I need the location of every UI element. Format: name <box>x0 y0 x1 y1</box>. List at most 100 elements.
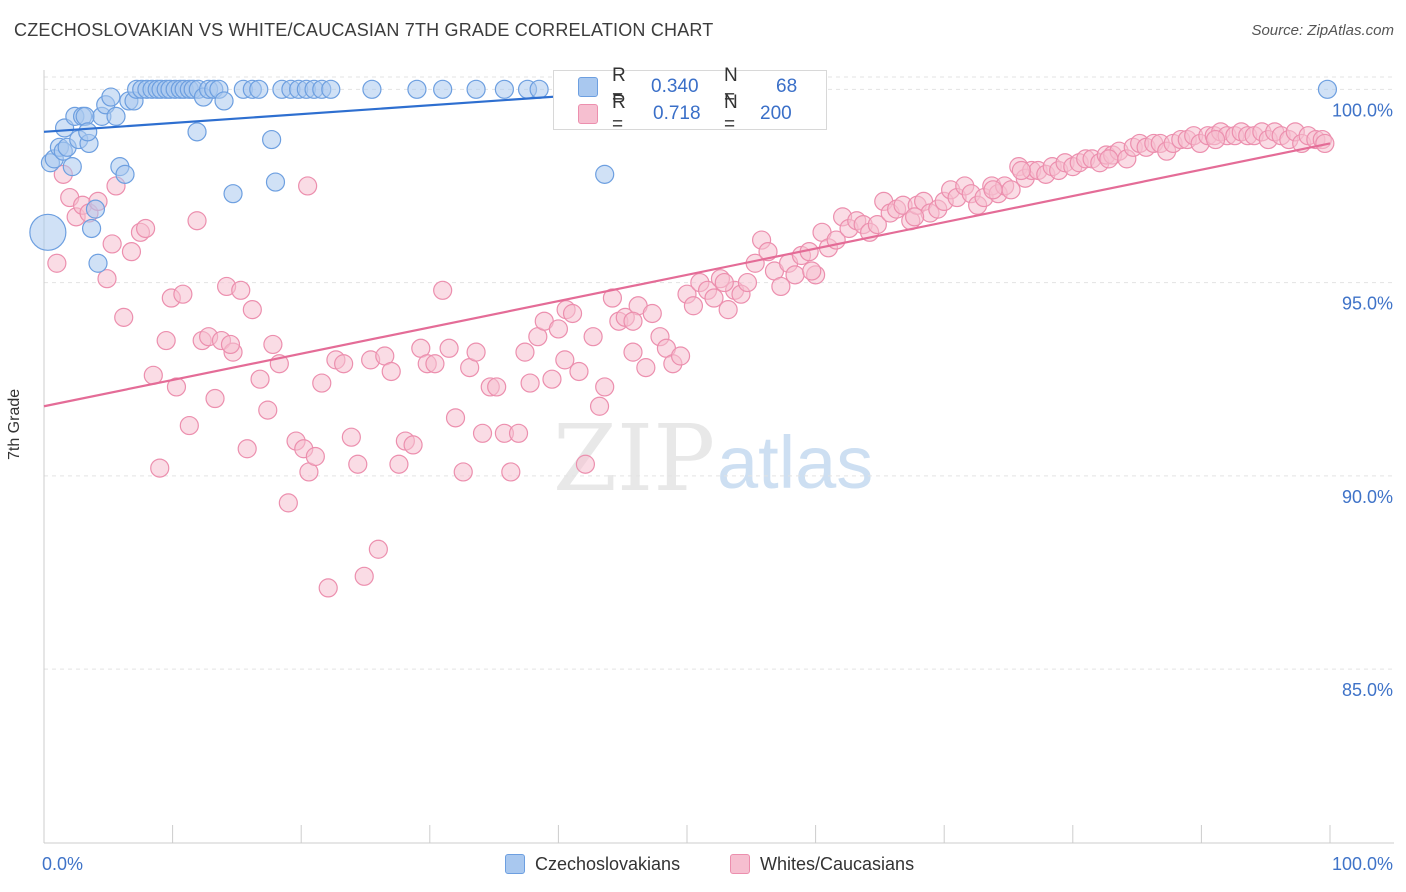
white-caucasian-point <box>501 462 521 482</box>
czechoslovakian-point <box>214 91 234 111</box>
white-caucasian-point <box>453 462 473 482</box>
white-caucasian-point <box>237 439 257 459</box>
white-caucasian-point <box>263 334 283 355</box>
white-caucasian-point <box>433 280 453 300</box>
white-caucasian-point <box>1011 160 1031 181</box>
white-caucasian-point <box>542 369 562 389</box>
white-caucasian-point <box>348 454 368 474</box>
white-caucasian-point <box>220 334 241 355</box>
n-value: 200 <box>760 103 792 124</box>
white-caucasian-point <box>334 354 354 374</box>
legend-swatch-whites <box>730 854 750 874</box>
czechoslovakian-point <box>81 218 102 239</box>
n-value: 68 <box>776 76 798 97</box>
source-note: Source: ZipAtlas.com <box>1251 22 1394 39</box>
white-caucasian-point <box>318 578 338 598</box>
white-caucasian-point <box>439 338 459 358</box>
white-caucasian-point <box>905 207 925 227</box>
white-caucasian-point <box>623 342 643 362</box>
czechoslovakian-point <box>29 213 67 251</box>
czechoslovakian-point <box>88 253 108 273</box>
white-caucasian-point <box>623 311 643 331</box>
czechoslovakian-point <box>433 79 453 99</box>
n-label: N = <box>724 65 738 108</box>
white-caucasian-point <box>312 373 332 393</box>
white-caucasian-point <box>166 377 187 397</box>
czechoslovakian-point <box>115 164 135 184</box>
white-caucasian-point <box>785 265 805 285</box>
white-caucasian-point <box>242 300 262 320</box>
white-caucasian-point <box>714 272 734 293</box>
legend-item-czechoslovakians: Czechoslovakians <box>505 852 680 876</box>
white-caucasian-trend-line <box>43 142 1331 408</box>
white-caucasian-point <box>389 454 409 474</box>
czechoslovakian-point <box>78 122 98 142</box>
white-caucasian-point <box>520 373 540 393</box>
legend-label-czechoslovakians: Czechoslovakians <box>535 853 681 874</box>
watermark-zip: ZIP <box>553 405 715 512</box>
legend-label-whites: Whites/Caucasians <box>760 853 915 874</box>
white-caucasian-point <box>135 218 156 239</box>
white-caucasian-point <box>466 342 486 362</box>
white-caucasian-point <box>562 303 583 324</box>
white-caucasian-point <box>179 415 199 436</box>
white-caucasian-point <box>173 284 193 304</box>
czechoslovakian-point <box>106 106 126 126</box>
white-caucasian-point <box>403 435 423 455</box>
white-caucasian-point <box>555 350 575 370</box>
white-caucasian-point <box>737 272 758 293</box>
white-caucasian-point <box>341 427 361 447</box>
white-caucasian-point <box>156 330 176 351</box>
white-caucasian-point <box>636 358 656 378</box>
white-caucasian-point <box>867 215 887 235</box>
czechoslovakian-point <box>62 157 82 177</box>
white-caucasian-point <box>583 327 603 347</box>
x-tick-label: 100.0% <box>1332 854 1393 874</box>
legend-swatch-czechoslovakians <box>505 854 525 874</box>
czechoslovakian-point <box>265 172 286 192</box>
czechoslovakians-swatch <box>578 77 598 97</box>
white-caucasian-point <box>983 180 1003 200</box>
white-caucasian-point <box>97 269 117 289</box>
white-caucasian-point <box>47 253 67 273</box>
white-caucasian-point <box>1099 149 1119 169</box>
czechoslovakian-point <box>494 79 514 99</box>
r-label: R = <box>612 92 626 135</box>
czechoslovakian-point <box>101 87 121 107</box>
white-caucasian-point <box>381 361 401 382</box>
n-label: N = <box>724 92 738 135</box>
white-caucasian-point <box>508 423 529 443</box>
white-caucasian-point <box>298 176 318 196</box>
czechoslovakian-point <box>223 184 243 204</box>
r-label: R = <box>612 65 626 108</box>
white-caucasian-point <box>305 446 325 467</box>
white-caucasian-point <box>548 319 569 339</box>
white-caucasian-point <box>205 388 225 409</box>
y-tick-label: 90.0% <box>1342 487 1393 507</box>
r-value: 0.718 <box>653 103 701 124</box>
white-caucasian-point <box>771 276 791 297</box>
y-tick-label: 85.0% <box>1342 680 1393 700</box>
white-caucasian-point <box>718 300 738 320</box>
y-tick-label: 100.0% <box>1332 100 1393 120</box>
r-value: 0.340 <box>651 76 699 97</box>
czechoslovakian-point <box>187 122 207 142</box>
white-caucasian-point <box>368 539 388 559</box>
white-caucasian-point <box>102 234 122 254</box>
white-caucasian-point <box>425 354 445 374</box>
white-caucasian-point <box>595 377 615 397</box>
czechoslovakian-point <box>249 79 269 99</box>
white-caucasian-point <box>1205 129 1226 150</box>
white-caucasian-point <box>569 361 589 382</box>
czechoslovakian-point <box>85 199 106 219</box>
white-caucasian-point <box>278 493 298 513</box>
chart-title: CZECHOSLOVAKIAN VS WHITE/CAUCASIAN 7TH G… <box>14 20 714 40</box>
white-caucasian-point <box>575 454 596 474</box>
czechoslovakian-point <box>321 79 341 99</box>
x-tick-label: 0.0% <box>42 854 83 874</box>
czechoslovakian-point <box>262 129 282 150</box>
white-caucasian-point <box>670 346 691 366</box>
white-caucasian-point <box>121 242 142 262</box>
white-caucasian-point <box>187 211 207 231</box>
